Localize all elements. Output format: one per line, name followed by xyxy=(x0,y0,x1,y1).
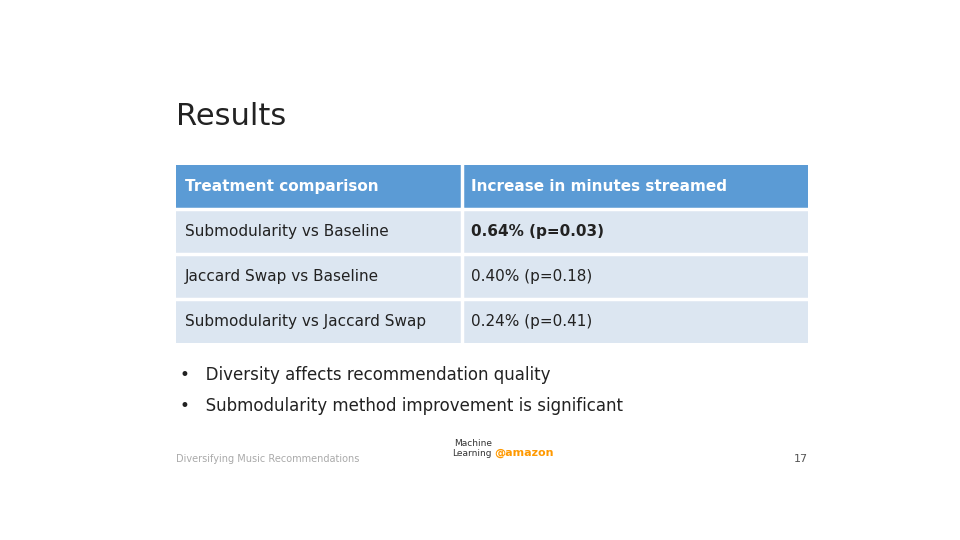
Text: 0.40% (p=0.18): 0.40% (p=0.18) xyxy=(471,269,592,284)
Text: Treatment comparison: Treatment comparison xyxy=(184,179,378,194)
Text: 0.64% (p=0.03): 0.64% (p=0.03) xyxy=(471,224,604,239)
Bar xyxy=(176,210,808,254)
Text: •   Diversity affects recommendation quality: • Diversity affects recommendation quali… xyxy=(180,366,550,384)
Text: @amazon: @amazon xyxy=(494,448,554,458)
Text: Submodularity vs Jaccard Swap: Submodularity vs Jaccard Swap xyxy=(184,314,426,328)
Text: Diversifying Music Recommendations: Diversifying Music Recommendations xyxy=(176,454,359,464)
Text: Machine
Learning: Machine Learning xyxy=(452,439,492,458)
Text: Results: Results xyxy=(176,102,286,131)
Text: •   Submodularity method improvement is significant: • Submodularity method improvement is si… xyxy=(180,397,622,415)
Text: Submodularity vs Baseline: Submodularity vs Baseline xyxy=(184,224,389,239)
Text: 0.24% (p=0.41): 0.24% (p=0.41) xyxy=(471,314,592,328)
Text: 17: 17 xyxy=(794,454,808,464)
Bar xyxy=(176,299,808,343)
Text: Jaccard Swap vs Baseline: Jaccard Swap vs Baseline xyxy=(184,269,379,284)
Bar xyxy=(176,165,808,210)
Bar xyxy=(176,254,808,299)
Text: Increase in minutes streamed: Increase in minutes streamed xyxy=(471,179,727,194)
